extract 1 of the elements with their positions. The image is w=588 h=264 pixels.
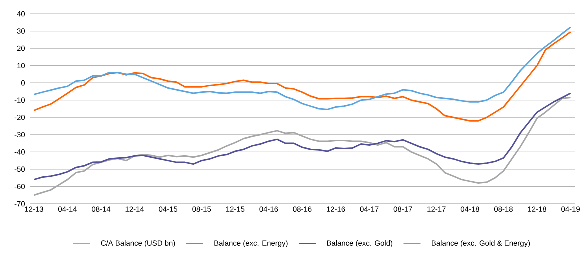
line-series xyxy=(33,97,572,196)
